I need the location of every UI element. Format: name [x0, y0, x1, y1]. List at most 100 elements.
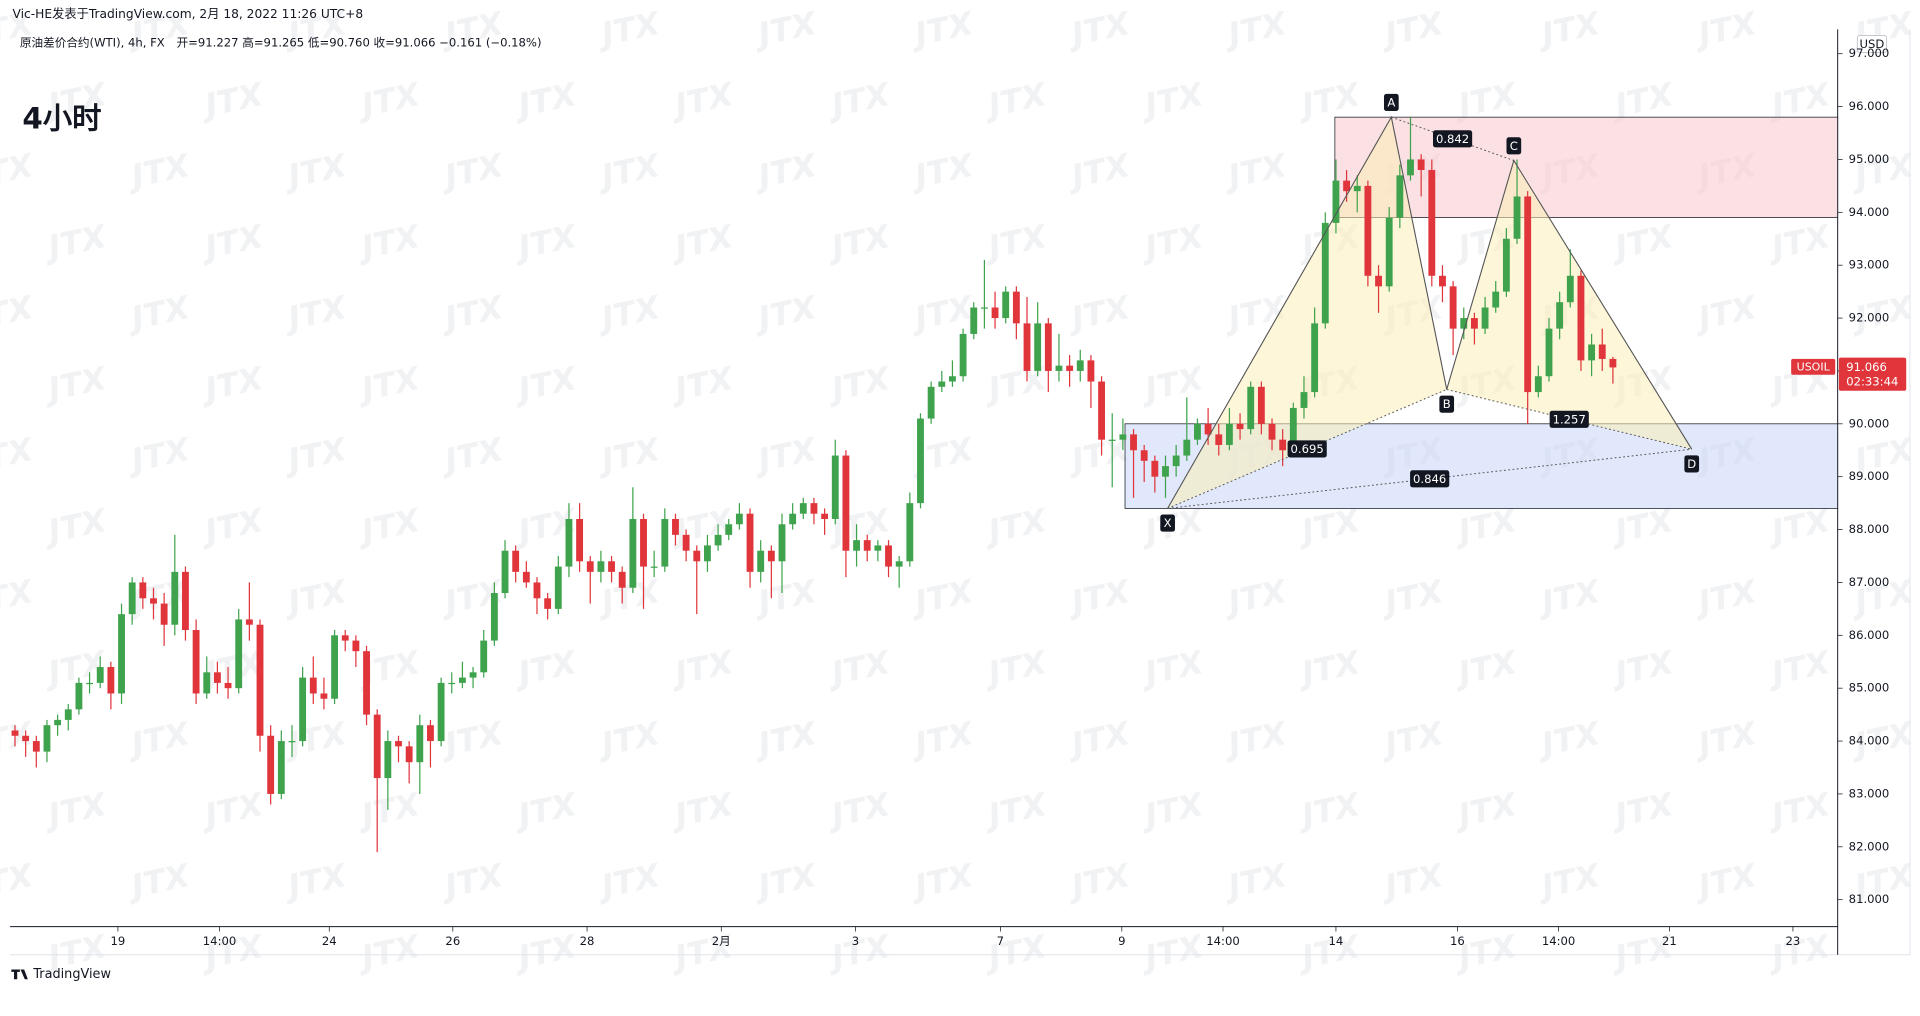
candle-body	[576, 518, 584, 562]
watermark: JTX	[592, 4, 664, 55]
point-label: B	[1443, 397, 1451, 411]
candle-body	[128, 582, 136, 615]
watermark: JTX	[352, 927, 424, 978]
candle-body	[874, 545, 882, 551]
candle-body	[1588, 344, 1596, 361]
candle-body	[629, 518, 637, 588]
watermark: JTX	[1689, 4, 1761, 55]
watermark: JTX	[1062, 856, 1134, 907]
watermark: JTX	[749, 430, 821, 481]
candle-body	[661, 518, 669, 567]
currency-box	[1856, 35, 1888, 54]
point-box	[1684, 455, 1700, 473]
candle-body	[1151, 460, 1159, 477]
watermark: JTX	[1606, 785, 1678, 836]
candle-body	[118, 614, 125, 694]
candle-body	[554, 566, 562, 609]
candle-body	[1343, 180, 1351, 192]
ratio-label: 0.842	[1436, 132, 1469, 146]
candle-body	[725, 524, 733, 535]
watermark: JTX	[1532, 856, 1604, 907]
watermark: JTX	[749, 856, 821, 907]
watermark: JTX	[1136, 217, 1208, 268]
price-tag-label: 91.066	[1846, 360, 1887, 374]
ratio-box	[1549, 410, 1589, 428]
watermark: JTX	[1606, 643, 1678, 694]
candle-body	[746, 513, 754, 572]
x-tick-label: 24	[322, 934, 337, 948]
candle-body	[1268, 423, 1276, 440]
point-box	[1160, 514, 1175, 532]
watermark: JTX	[749, 288, 821, 339]
watermark: JTX	[279, 856, 351, 907]
watermark: JTX	[436, 856, 508, 907]
candle-body	[1183, 439, 1191, 456]
watermark: JTX	[1219, 4, 1291, 55]
candle-body	[1556, 302, 1564, 329]
watermark: JTX	[436, 714, 508, 765]
candle-body	[895, 561, 903, 567]
candle-body	[1087, 360, 1095, 382]
watermark: JTX	[749, 714, 821, 765]
watermark: JTX	[1376, 714, 1448, 765]
candle-body	[1289, 407, 1297, 451]
candle-body	[213, 672, 221, 683]
candle-body	[831, 455, 839, 519]
x-tick-label: 14:00	[1542, 934, 1575, 948]
watermark: JTX	[1689, 288, 1761, 339]
watermark: JTX	[906, 146, 978, 197]
point-label: C	[1510, 139, 1518, 153]
candle-body	[959, 333, 967, 377]
watermark: JTX	[822, 785, 894, 836]
watermark: JTX	[1293, 643, 1365, 694]
candle-body	[1140, 450, 1148, 461]
watermark: JTX	[1689, 856, 1761, 907]
x-tick-label: 16	[1450, 934, 1465, 948]
watermark: JTX	[0, 572, 38, 623]
candle-body	[1417, 159, 1425, 171]
price-tag	[1838, 357, 1907, 391]
candle-body	[1076, 360, 1084, 371]
candle-body	[1566, 275, 1574, 303]
candle-body	[672, 518, 679, 535]
candle-body	[927, 386, 935, 419]
candle-body	[565, 518, 573, 567]
watermark: JTX	[436, 288, 508, 339]
watermark: JTX	[979, 75, 1051, 126]
y-tick-label: 86.000	[1849, 628, 1890, 642]
watermark: JTX	[122, 714, 194, 765]
y-tick-label: 96.000	[1849, 99, 1890, 113]
candle-body	[267, 735, 275, 794]
candle-body	[331, 635, 339, 699]
watermark: JTX	[666, 643, 738, 694]
candle-body	[1407, 159, 1414, 176]
candle-body	[703, 545, 711, 562]
point-label: A	[1387, 96, 1395, 110]
watermark: JTX	[1376, 856, 1448, 907]
watermark: JTX	[509, 643, 581, 694]
candle-body	[1300, 392, 1308, 408]
watermark: JTX	[1062, 4, 1134, 55]
watermark: JTX	[122, 430, 194, 481]
candle-body	[980, 307, 988, 309]
watermark: JTX	[122, 146, 194, 197]
candle-body	[171, 571, 179, 625]
watermark: JTX	[1449, 785, 1521, 836]
candle-body	[1162, 466, 1169, 477]
point-box	[1383, 93, 1399, 112]
x-tick-label: 14	[1329, 934, 1344, 948]
x-tick-label: 3	[852, 934, 859, 948]
candle-body	[43, 725, 51, 752]
watermark: JTX	[1376, 4, 1448, 55]
watermark: JTX	[196, 501, 268, 552]
candle-body	[1449, 286, 1457, 329]
candle-body	[1513, 196, 1521, 239]
symbol: 原油差价合约(WTI), 4h, FX	[20, 35, 165, 49]
ratio-label: 0.846	[1413, 472, 1446, 486]
candle-body	[22, 735, 30, 742]
watermark: JTX	[822, 217, 894, 268]
candle-body	[1172, 455, 1180, 467]
watermark: JTX	[749, 572, 821, 623]
candle-body	[203, 672, 211, 694]
